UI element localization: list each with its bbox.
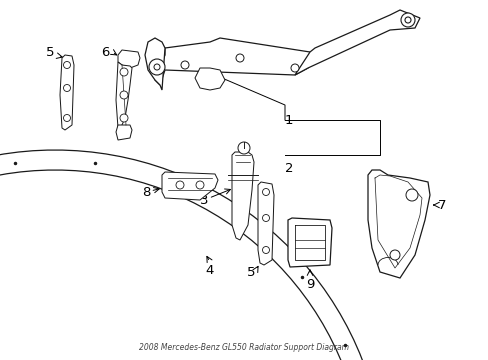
Text: 4: 4 <box>205 264 214 276</box>
Text: 7: 7 <box>437 198 446 212</box>
Text: 6: 6 <box>102 45 110 59</box>
Circle shape <box>290 64 298 72</box>
Polygon shape <box>118 50 140 68</box>
Text: 8: 8 <box>142 185 159 198</box>
Circle shape <box>236 54 244 62</box>
Polygon shape <box>145 38 164 90</box>
Circle shape <box>262 189 269 195</box>
Circle shape <box>63 114 70 122</box>
Circle shape <box>63 85 70 91</box>
Polygon shape <box>294 10 419 75</box>
Text: 5: 5 <box>246 266 254 279</box>
Circle shape <box>389 250 399 260</box>
Circle shape <box>120 68 128 76</box>
Circle shape <box>63 62 70 68</box>
Circle shape <box>176 181 183 189</box>
Polygon shape <box>162 172 218 200</box>
Polygon shape <box>287 218 331 267</box>
Text: 9: 9 <box>305 278 314 291</box>
Polygon shape <box>258 182 273 265</box>
Polygon shape <box>0 150 373 360</box>
Circle shape <box>181 61 189 69</box>
Polygon shape <box>116 62 132 128</box>
Polygon shape <box>195 68 224 90</box>
Polygon shape <box>231 152 253 240</box>
Polygon shape <box>60 55 74 130</box>
Circle shape <box>262 247 269 253</box>
Polygon shape <box>367 170 429 278</box>
Circle shape <box>400 13 414 27</box>
Circle shape <box>120 91 128 99</box>
Text: 5: 5 <box>46 45 54 59</box>
Circle shape <box>149 59 164 75</box>
Polygon shape <box>155 38 314 85</box>
Text: 2: 2 <box>285 162 293 175</box>
Circle shape <box>120 114 128 122</box>
Polygon shape <box>116 125 132 140</box>
Circle shape <box>196 181 203 189</box>
Circle shape <box>238 142 249 154</box>
Circle shape <box>405 189 417 201</box>
Circle shape <box>262 215 269 221</box>
Circle shape <box>154 64 160 70</box>
Text: 3: 3 <box>200 189 230 207</box>
Circle shape <box>404 17 410 23</box>
Text: 2008 Mercedes-Benz GL550 Radiator Support Diagram: 2008 Mercedes-Benz GL550 Radiator Suppor… <box>139 343 348 352</box>
Text: 1: 1 <box>285 113 293 126</box>
